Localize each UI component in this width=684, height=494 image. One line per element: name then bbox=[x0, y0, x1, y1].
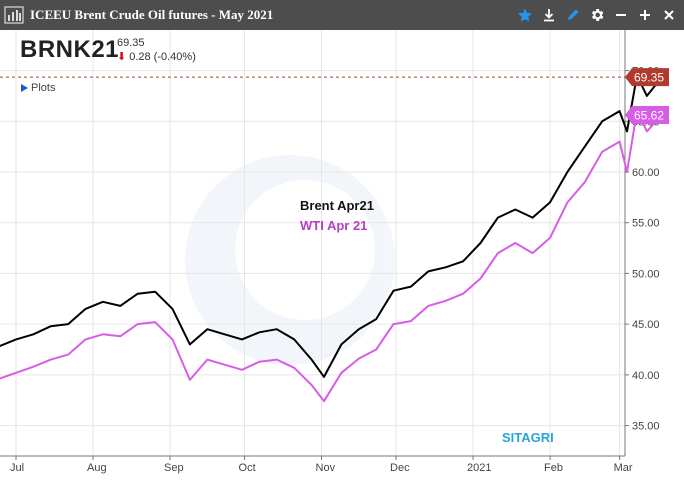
watermark-logo bbox=[185, 155, 395, 365]
down-arrow-icon: ⬇ bbox=[117, 51, 127, 63]
play-triangle-icon bbox=[21, 84, 28, 92]
plots-label: Plots bbox=[31, 82, 56, 94]
last-price: 69.35 bbox=[117, 37, 145, 49]
x-tick-label: Aug bbox=[87, 462, 107, 474]
y-tick-label: 55.00 bbox=[632, 218, 660, 230]
x-tick-label: Feb bbox=[544, 462, 563, 474]
badge-label: 65.62 bbox=[634, 108, 664, 122]
brent-last-value-badge: 69.35 bbox=[625, 68, 669, 87]
y-tick-label: 40.00 bbox=[632, 370, 660, 382]
x-tick-label: Sep bbox=[164, 462, 184, 474]
ticker-symbol: BRNK21 bbox=[20, 36, 120, 63]
watermark-text: SITAGRI bbox=[502, 430, 554, 445]
star-icon[interactable] bbox=[516, 6, 534, 24]
x-tick-label: Dec bbox=[390, 462, 410, 474]
wti-series-line bbox=[0, 110, 663, 403]
x-tick-label: 2021 bbox=[467, 462, 491, 474]
y-tick-label: 35.00 bbox=[632, 421, 660, 433]
chart-app-icon bbox=[4, 6, 24, 24]
wti-series-annotation: WTI Apr 21 bbox=[300, 218, 367, 233]
x-tick-label: Oct bbox=[239, 462, 256, 474]
badge-shape bbox=[625, 105, 669, 124]
price-change: ⬇ 0.28 (-0.40%) bbox=[117, 50, 196, 64]
x-tick-label: Nov bbox=[316, 462, 336, 474]
wti-last-value-badge: 65.62 bbox=[625, 105, 669, 124]
brent-series-annotation: Brent Apr21 bbox=[300, 198, 374, 213]
y-tick-label: 45.00 bbox=[632, 319, 660, 331]
badge-label: 69.35 bbox=[634, 71, 664, 85]
y-tick-label: 60.00 bbox=[632, 167, 660, 179]
badge-shape bbox=[625, 68, 669, 87]
window-title: ICEEU Brent Crude Oil futures - May 2021 bbox=[30, 7, 274, 22]
price-chart[interactable]: 35.0040.0045.0050.0055.0060.0065.0070.00… bbox=[0, 30, 684, 494]
gear-icon[interactable] bbox=[588, 6, 606, 24]
y-tick-label: 50.00 bbox=[632, 268, 660, 280]
x-tick-label: Jul bbox=[10, 462, 24, 474]
window-titlebar: ICEEU Brent Crude Oil futures - May 2021 bbox=[0, 0, 684, 30]
download-icon[interactable] bbox=[540, 6, 558, 24]
plus-icon[interactable] bbox=[636, 6, 654, 24]
pencil-icon[interactable] bbox=[564, 6, 582, 24]
price-change-text: 0.28 (-0.40%) bbox=[129, 50, 196, 63]
brent-series-line bbox=[0, 74, 663, 378]
minimize-icon[interactable] bbox=[612, 6, 630, 24]
close-icon[interactable] bbox=[660, 6, 678, 24]
x-tick-label: Mar bbox=[614, 462, 633, 474]
plots-toggle[interactable]: Plots bbox=[21, 82, 55, 94]
